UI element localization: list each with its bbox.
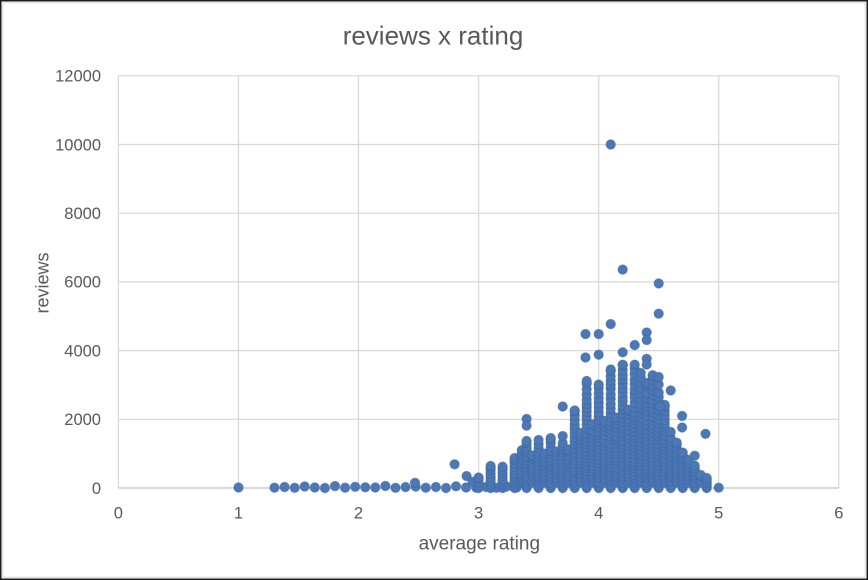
svg-text:6000: 6000 bbox=[64, 274, 101, 292]
svg-text:reviews x rating: reviews x rating bbox=[343, 21, 524, 51]
svg-text:8000: 8000 bbox=[64, 205, 101, 223]
svg-text:2: 2 bbox=[354, 505, 363, 523]
svg-text:0: 0 bbox=[114, 505, 123, 523]
svg-text:3: 3 bbox=[474, 505, 483, 523]
svg-text:4: 4 bbox=[594, 505, 603, 523]
svg-text:0: 0 bbox=[92, 480, 101, 498]
svg-text:1: 1 bbox=[234, 505, 243, 523]
svg-text:10000: 10000 bbox=[55, 136, 101, 154]
svg-text:reviews: reviews bbox=[32, 252, 52, 313]
svg-text:5: 5 bbox=[714, 505, 723, 523]
svg-text:12000: 12000 bbox=[55, 68, 101, 86]
svg-text:2000: 2000 bbox=[64, 411, 101, 429]
svg-text:6: 6 bbox=[834, 505, 843, 523]
svg-text:average rating: average rating bbox=[419, 533, 540, 554]
svg-text:4000: 4000 bbox=[64, 342, 101, 360]
